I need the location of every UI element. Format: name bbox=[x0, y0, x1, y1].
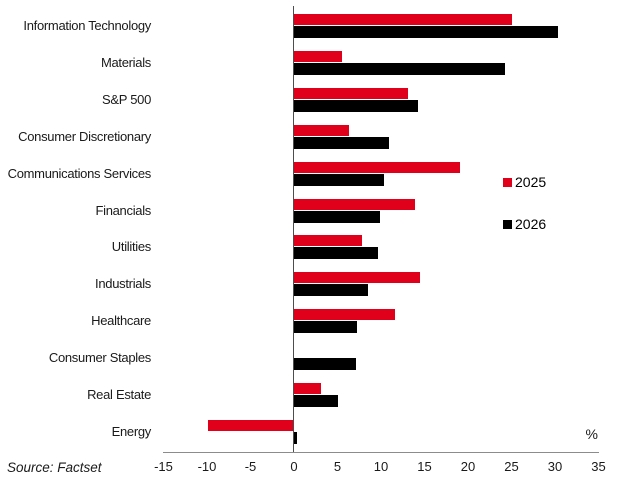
x-tick-label: 15 bbox=[417, 459, 432, 474]
category-label: Healthcare bbox=[91, 313, 151, 329]
bar-2026 bbox=[294, 26, 558, 38]
legend-item-2026: 2026 bbox=[503, 217, 546, 231]
category-label: Materials bbox=[100, 54, 151, 70]
percent-axis-unit-label: % bbox=[585, 426, 598, 442]
category-label: S&P 500 bbox=[102, 91, 151, 107]
bar-2025 bbox=[294, 87, 408, 99]
bar-2026 bbox=[294, 99, 419, 112]
bar-2026 bbox=[294, 62, 505, 75]
x-tick-label: -10 bbox=[197, 459, 217, 474]
bar-2025 bbox=[294, 50, 342, 62]
x-tick-label: 35 bbox=[591, 459, 606, 474]
bar-2025 bbox=[294, 198, 415, 210]
category-label: Industrials bbox=[95, 276, 151, 292]
category-label: Consumer Discretionary bbox=[18, 128, 151, 144]
source-note: Source: Factset bbox=[7, 460, 102, 475]
x-tick-label: 5 bbox=[333, 459, 342, 474]
legend-swatch-2026 bbox=[503, 219, 512, 229]
bar-2026 bbox=[294, 136, 389, 149]
legend-swatch-2025 bbox=[503, 177, 512, 187]
bar-2026 bbox=[294, 284, 368, 297]
x-tick-label: 30 bbox=[547, 459, 563, 474]
bar-2025 bbox=[207, 419, 294, 431]
category-label: Communications Services bbox=[7, 165, 152, 181]
category-label: Information Technology bbox=[23, 18, 151, 33]
bar-2026 bbox=[294, 395, 338, 407]
bar-2026 bbox=[294, 173, 384, 186]
category-label: Utilities bbox=[111, 239, 152, 255]
bar-2025 bbox=[294, 14, 512, 25]
bar-2025 bbox=[294, 161, 461, 173]
legend-label-2026: 2026 bbox=[515, 216, 547, 232]
category-label: Consumer Staples bbox=[48, 350, 151, 366]
bar-2025 bbox=[294, 272, 421, 284]
x-tick-label: 0 bbox=[290, 459, 298, 474]
category-label: Financials bbox=[95, 202, 151, 218]
x-tick-label: -5 bbox=[244, 459, 257, 474]
bar-2026 bbox=[294, 321, 357, 334]
bar-2025 bbox=[294, 309, 395, 321]
bar-2025 bbox=[294, 124, 349, 136]
x-tick-label: 10 bbox=[373, 459, 389, 474]
category-label: Real Estate bbox=[87, 387, 151, 402]
x-tick-label: -15 bbox=[154, 459, 173, 474]
x-tick-label: 20 bbox=[460, 459, 476, 474]
zero-baseline bbox=[293, 6, 294, 452]
bar-2026 bbox=[294, 247, 379, 260]
bar-2026 bbox=[294, 210, 381, 223]
x-axis-line bbox=[163, 452, 599, 453]
x-tick-label: 25 bbox=[504, 459, 519, 474]
bar-2025 bbox=[294, 383, 321, 394]
bar-2026 bbox=[294, 431, 297, 444]
bar-2026 bbox=[294, 358, 356, 371]
legend-item-2025: 2025 bbox=[503, 175, 546, 189]
category-label: Energy bbox=[111, 423, 152, 439]
bar-2025 bbox=[294, 235, 362, 247]
legend-label-2025: 2025 bbox=[515, 174, 547, 190]
